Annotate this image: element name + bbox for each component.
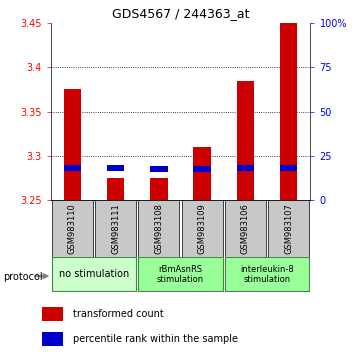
Bar	[95, 200, 136, 257]
Bar	[139, 257, 222, 291]
Bar	[237, 81, 254, 200]
Text: interleukin-8
stimulation: interleukin-8 stimulation	[240, 265, 294, 284]
Text: GSM983108: GSM983108	[155, 203, 163, 254]
Text: percentile rank within the sample: percentile rank within the sample	[73, 333, 238, 344]
Bar	[193, 147, 211, 200]
Title: GDS4567 / 244363_at: GDS4567 / 244363_at	[112, 7, 249, 21]
Bar	[280, 23, 297, 200]
Bar	[107, 166, 124, 171]
Text: GSM983111: GSM983111	[111, 203, 120, 254]
Bar	[150, 166, 168, 172]
Bar	[225, 257, 309, 291]
Bar	[182, 200, 223, 257]
Bar	[138, 200, 179, 257]
Text: protocol: protocol	[4, 272, 43, 282]
Text: transformed count: transformed count	[73, 309, 164, 319]
Bar	[237, 166, 254, 171]
Bar	[64, 90, 81, 200]
Bar	[43, 307, 63, 321]
Bar	[52, 257, 136, 291]
Text: rBmAsnRS
stimulation: rBmAsnRS stimulation	[157, 265, 204, 284]
Text: GSM983107: GSM983107	[284, 203, 293, 254]
Bar	[150, 178, 168, 200]
Bar	[193, 166, 211, 172]
Text: GSM983110: GSM983110	[68, 203, 77, 254]
Text: GSM983109: GSM983109	[198, 203, 206, 254]
Bar	[225, 200, 266, 257]
Bar	[43, 332, 63, 346]
Bar	[280, 166, 297, 171]
Bar	[64, 166, 81, 171]
Bar	[107, 178, 124, 200]
Text: GSM983106: GSM983106	[241, 203, 250, 254]
Bar	[52, 200, 93, 257]
Bar	[268, 200, 309, 257]
Text: no stimulation: no stimulation	[59, 269, 129, 279]
